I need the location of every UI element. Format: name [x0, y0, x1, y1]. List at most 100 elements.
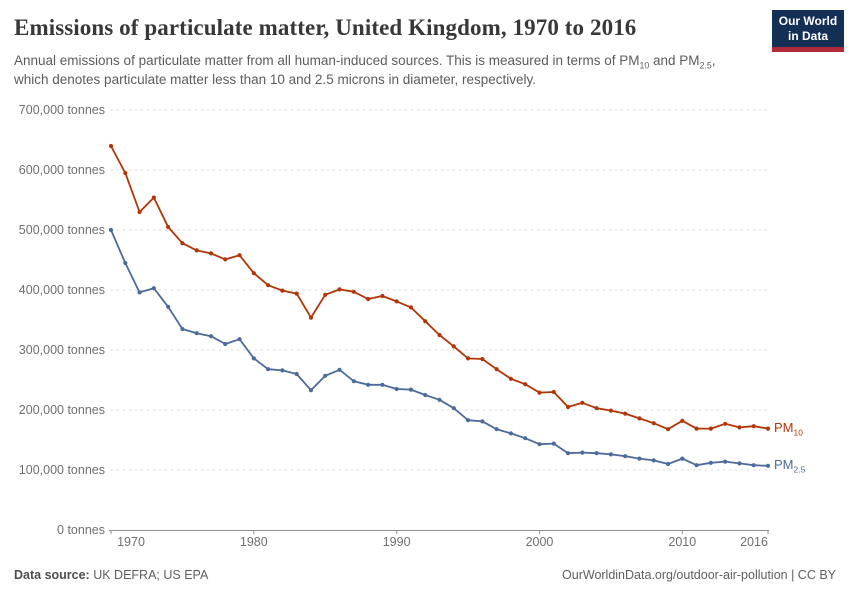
- y-tick-label: 200,000 tonnes: [18, 403, 105, 417]
- point-PM10-1994: [451, 344, 456, 349]
- point-PM2.5-2000: [537, 442, 542, 447]
- point-PM10-1979: [237, 253, 242, 258]
- point-PM10-2015: [751, 424, 756, 429]
- series-label-pm25-text: PM: [774, 456, 794, 472]
- point-PM2.5-1983: [294, 371, 299, 377]
- data-source-value: UK DEFRA; US EPA: [89, 568, 209, 582]
- point-PM10-1984: [308, 315, 314, 320]
- point-PM2.5-1997: [494, 427, 499, 432]
- point-PM10-2014: [737, 425, 742, 430]
- point-PM10-1972: [137, 209, 142, 215]
- point-PM10-1971: [123, 170, 128, 176]
- chart-title: Emissions of particulate matter, United …: [14, 15, 637, 40]
- point-PM2.5-2009: [665, 461, 671, 467]
- subtitle-sub-10: 10: [639, 60, 650, 71]
- point-PM2.5-2012: [708, 460, 713, 465]
- point-PM10-2016: [765, 426, 771, 431]
- point-PM2.5-1973: [151, 286, 156, 291]
- data-source: Data source: UK DEFRA; US EPA: [14, 568, 208, 582]
- x-tick-label: 2000: [525, 535, 554, 549]
- point-PM10-2012: [708, 426, 713, 431]
- point-PM2.5-1989: [380, 382, 385, 387]
- subtitle-text: Annual emissions of particulate matter f…: [14, 53, 640, 68]
- subtitle-sub-25: 2.5: [699, 60, 712, 71]
- point-PM2.5-1998: [508, 431, 514, 436]
- owid-logo[interactable]: Our World in Data: [772, 10, 844, 52]
- point-PM2.5-1987: [351, 379, 356, 384]
- point-PM2.5-2001: [551, 441, 556, 446]
- point-PM10-1990: [394, 299, 399, 304]
- point-PM10-2004: [594, 406, 599, 411]
- point-PM10-1986: [337, 287, 342, 292]
- subtitle-text: and PM: [649, 53, 700, 68]
- point-PM2.5-2016: [765, 463, 771, 468]
- point-PM2.5-2006: [623, 454, 628, 459]
- line-PM10: [110, 145, 769, 431]
- point-PM10-1998: [508, 376, 514, 381]
- point-PM2.5-2002: [565, 451, 571, 456]
- point-PM10-2006: [623, 411, 628, 416]
- point-PM10-1973: [151, 195, 156, 200]
- owid-logo-stripe: [772, 47, 844, 52]
- point-PM10-2008: [651, 421, 656, 426]
- point-PM10-2013: [723, 421, 728, 426]
- point-PM10-2007: [637, 416, 642, 421]
- point-PM10-2010: [680, 418, 685, 423]
- point-PM10-1995: [465, 356, 471, 361]
- point-PM2.5-1985: [323, 373, 328, 378]
- chart-subtitle: Annual emissions of particulate matter f…: [14, 52, 740, 90]
- point-PM10-1991: [408, 305, 414, 310]
- point-PM2.5-1972: [137, 290, 142, 295]
- point-PM2.5-1990: [394, 386, 399, 392]
- point-PM10-1970: [108, 143, 114, 149]
- point-PM10-2002: [565, 404, 571, 410]
- point-PM10-2001: [551, 389, 556, 395]
- point-PM10-1983: [294, 291, 299, 296]
- point-PM10-1987: [351, 289, 356, 294]
- data-source-label: Data source:: [14, 568, 90, 582]
- x-tick-label: 2016: [740, 535, 768, 549]
- point-PM2.5-2005: [608, 452, 613, 457]
- point-PM2.5-2015: [751, 463, 756, 468]
- y-tick-label: 500,000 tonnes: [18, 223, 105, 237]
- point-PM10-1996: [480, 356, 485, 362]
- point-PM2.5-2010: [680, 456, 685, 461]
- y-tick-label: 0 tonnes: [57, 523, 105, 537]
- point-PM10-1975: [180, 241, 185, 246]
- x-tick-label: 1980: [239, 535, 268, 549]
- point-PM2.5-1971: [123, 260, 128, 266]
- point-PM2.5-1976: [194, 331, 199, 336]
- series-label-pm25-sub: 2.5: [793, 464, 806, 475]
- owid-logo-line1: Our World: [778, 14, 838, 29]
- point-PM10-1999: [523, 382, 528, 387]
- point-PM10-2003: [580, 400, 585, 405]
- owid-logo-line2: in Data: [787, 28, 828, 43]
- point-PM2.5-1981: [266, 367, 271, 372]
- point-PM2.5-2014: [737, 461, 742, 466]
- point-PM2.5-1991: [408, 387, 414, 392]
- point-PM10-1977: [208, 251, 214, 256]
- point-PM10-1976: [194, 248, 199, 253]
- point-PM2.5-1979: [237, 337, 242, 342]
- point-PM10-1980: [251, 271, 256, 276]
- point-PM2.5-2004: [594, 451, 599, 456]
- series-label-pm10-sub: 10: [793, 427, 803, 438]
- point-PM2.5-1988: [365, 382, 371, 387]
- y-tick-label: 300,000 tonnes: [18, 343, 105, 357]
- subtitle-text: , which denotes particulate matter less …: [14, 53, 716, 87]
- point-PM10-1993: [437, 332, 442, 338]
- point-PM2.5-2007: [637, 456, 642, 461]
- series-label-pm25: PM2.5: [774, 456, 806, 475]
- point-PM2.5-1999: [523, 436, 528, 441]
- point-PM2.5-1996: [480, 419, 485, 424]
- point-PM2.5-1995: [465, 418, 471, 423]
- point-PM2.5-1974: [166, 304, 171, 309]
- point-PM10-1997: [494, 367, 499, 372]
- series-label-pm10-text: PM: [774, 419, 794, 435]
- x-tick-label: 2010: [668, 535, 697, 549]
- point-PM10-1982: [280, 288, 285, 293]
- y-tick-label: 600,000 tonnes: [18, 163, 105, 177]
- point-PM2.5-1986: [337, 367, 342, 372]
- point-PM2.5-1977: [208, 334, 214, 339]
